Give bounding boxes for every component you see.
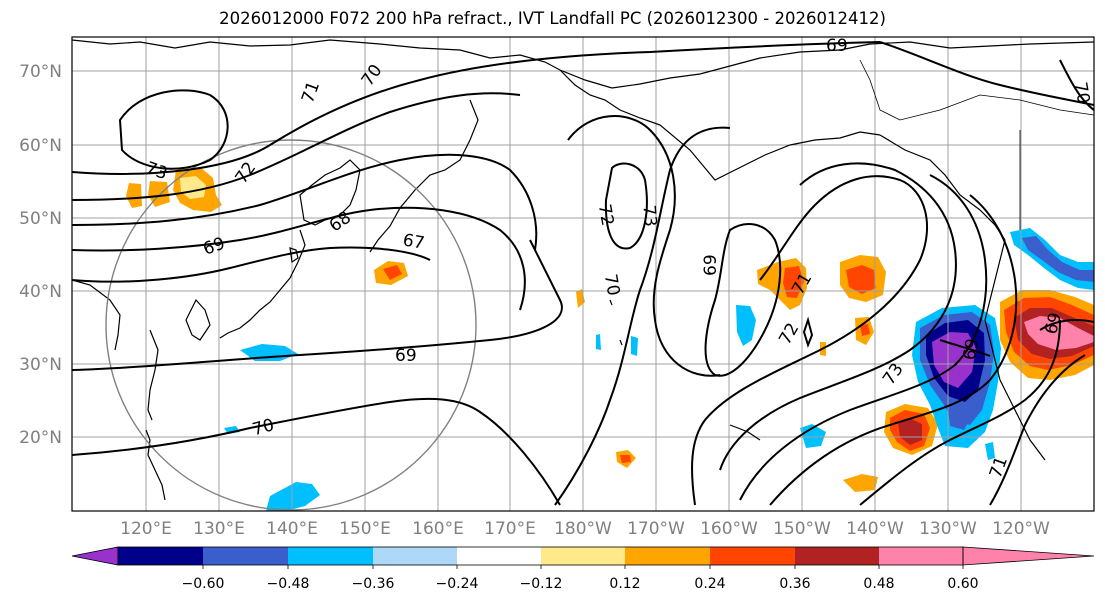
lon-label: 160°E <box>412 519 464 539</box>
lat-label: 60°N <box>19 136 62 156</box>
colorbar-segment <box>118 547 203 565</box>
radius-circle <box>105 139 477 511</box>
colorbar-segment <box>457 547 541 565</box>
colorbar-segment <box>541 547 625 565</box>
lon-label: 170°E <box>484 519 536 539</box>
lon-label: 120°W <box>992 519 1050 539</box>
contour-label: 72 <box>594 203 617 228</box>
coastlines <box>72 39 1094 501</box>
lat-label: 50°N <box>19 209 62 229</box>
colorbar-segment <box>625 547 710 565</box>
colorbar-tick-label: 0.60 <box>947 576 978 592</box>
lon-label: 130°W <box>919 519 977 539</box>
lat-label: 30°N <box>19 355 62 375</box>
colorbar-segment <box>288 547 373 565</box>
colorbar-tick-label: −0.12 <box>520 576 563 592</box>
colorbar-segment <box>795 547 879 565</box>
shading-layer <box>126 167 1094 511</box>
colorbar-tick-label: −0.36 <box>352 576 395 592</box>
lon-label: 160°W <box>700 519 758 539</box>
map-frame <box>71 36 1095 512</box>
latitude-labels: 70°N 60°N 50°N 40°N 30°N 20°N <box>19 62 62 448</box>
contour-label: 69 <box>826 36 848 56</box>
contour-label: 73 <box>638 204 660 227</box>
lon-label: 120°E <box>120 519 172 539</box>
map-title: 2026012000 F072 200 hPa refract., IVT La… <box>219 9 886 28</box>
lat-label: 40°N <box>19 282 62 302</box>
colorbar-tick-label: 0.12 <box>609 576 640 592</box>
contour-label: 69 <box>960 337 983 362</box>
lon-label: 140°W <box>846 519 904 539</box>
longitude-labels: 120°E 130°E 140°E 150°E 160°E 170°E 180°… <box>120 519 1050 539</box>
colorbar-tick-label: 0.24 <box>694 576 725 592</box>
colorbar-tick-label: −0.48 <box>267 576 310 592</box>
lon-label: 180°W <box>554 519 612 539</box>
colorbar-extend-min <box>71 546 119 566</box>
colorbar-tick-label: −0.60 <box>182 576 225 592</box>
colorbar-tick-label: 0.48 <box>863 576 894 592</box>
lon-label: 140°E <box>266 519 318 539</box>
colorbar-tick-label: −0.24 <box>436 576 479 592</box>
graticule <box>72 37 1094 511</box>
contour-label: 67 <box>401 230 426 253</box>
colorbar: −0.60 −0.48 −0.36 −0.24 −0.12 0.12 0.24 … <box>71 546 1095 592</box>
colorbar-segment <box>710 547 795 565</box>
colorbar-segment <box>203 547 288 565</box>
lat-label: 20°N <box>19 428 62 448</box>
contour-lines <box>72 41 1094 506</box>
lon-label: 170°W <box>627 519 685 539</box>
contour-label: 70 <box>1070 81 1093 106</box>
colorbar-segment <box>373 547 457 565</box>
lat-label: 70°N <box>19 62 62 82</box>
lon-label: 150°W <box>773 519 831 539</box>
colorbar-segment <box>879 547 963 565</box>
colorbar-tick-label: 0.36 <box>779 576 810 592</box>
lon-label: 130°E <box>193 519 245 539</box>
contour-label: 70 <box>600 273 623 298</box>
contour-label: 69 <box>395 346 417 366</box>
lon-label: 150°E <box>339 519 391 539</box>
contour-label: 69 <box>701 254 721 276</box>
colorbar-extend-max <box>962 546 1095 566</box>
